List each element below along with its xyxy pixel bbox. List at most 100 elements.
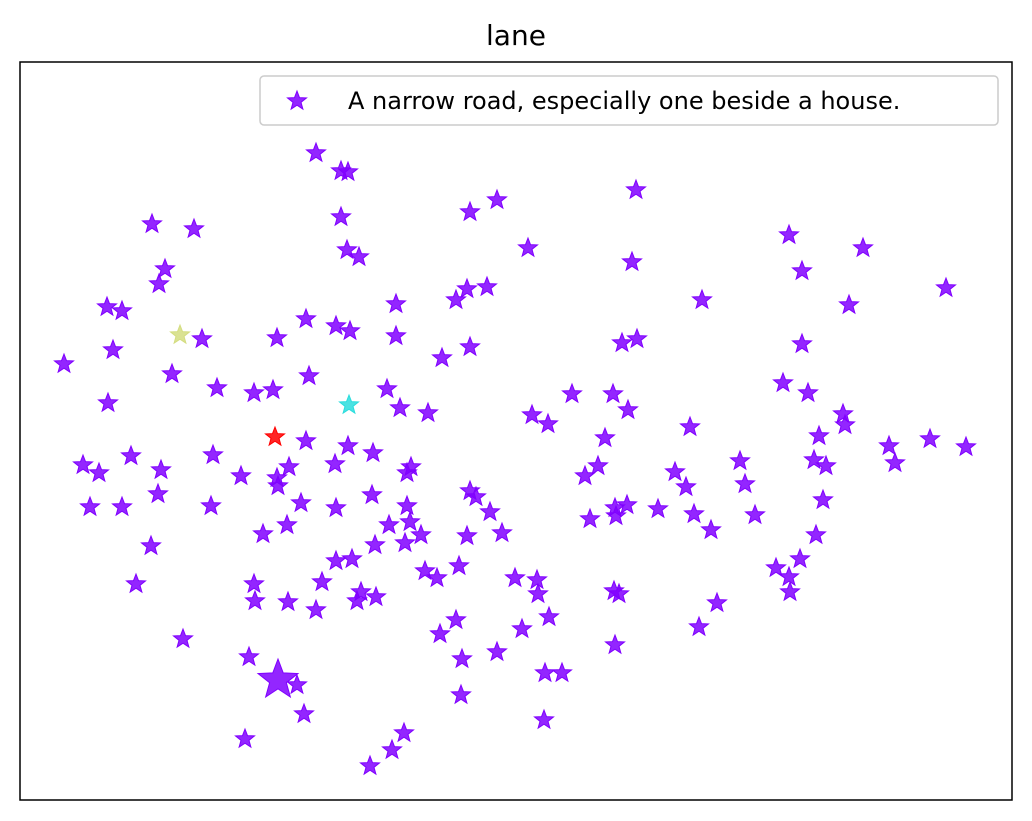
data-point	[53, 352, 75, 374]
highlight-point	[264, 425, 286, 447]
data-point	[517, 236, 539, 258]
data-point	[243, 572, 265, 594]
data-point	[346, 589, 368, 611]
data-point	[688, 615, 710, 637]
data-point	[295, 307, 317, 329]
data-point	[172, 627, 194, 649]
data-point	[538, 605, 560, 627]
data-point	[396, 494, 418, 516]
data-point	[414, 559, 436, 581]
data-point	[385, 324, 407, 346]
data-point	[561, 382, 583, 404]
data-point	[378, 513, 400, 535]
data-point	[426, 566, 448, 588]
data-point	[594, 426, 616, 448]
data-point	[465, 485, 487, 507]
data-point	[832, 402, 854, 424]
data-point	[791, 332, 813, 354]
data-point	[111, 495, 133, 517]
legend: A narrow road, especially one beside a h…	[259, 75, 999, 126]
data-point	[393, 721, 415, 743]
highlight-point	[338, 393, 360, 415]
data-point	[290, 491, 312, 513]
data-point	[625, 178, 647, 200]
data-point	[765, 556, 787, 578]
data-point	[147, 482, 169, 504]
data-point	[97, 391, 119, 413]
data-point	[533, 708, 555, 730]
data-point	[491, 521, 513, 543]
data-point	[361, 483, 383, 505]
data-point	[608, 582, 630, 604]
data-point	[456, 524, 478, 546]
data-point	[744, 503, 766, 525]
data-point	[778, 223, 800, 245]
data-point	[286, 673, 308, 695]
data-point	[664, 460, 686, 482]
data-point	[448, 554, 470, 576]
data-point	[486, 640, 508, 662]
data-point	[955, 435, 977, 457]
data-point	[878, 434, 900, 456]
data-point	[778, 565, 800, 587]
data-point	[348, 245, 370, 267]
data-point	[276, 513, 298, 535]
data-point	[325, 314, 347, 336]
data-point	[252, 522, 274, 544]
data-point	[834, 413, 856, 435]
legend-marker-slot	[286, 89, 308, 111]
data-point	[587, 454, 609, 476]
data-point	[154, 257, 176, 279]
data-point	[706, 591, 728, 613]
data-point	[476, 275, 498, 297]
points-layer	[53, 141, 977, 776]
data-point	[459, 335, 481, 357]
data-point	[295, 429, 317, 451]
data-point	[350, 580, 372, 602]
data-point	[125, 572, 147, 594]
data-point	[456, 277, 478, 299]
data-point	[700, 518, 722, 540]
data-point	[150, 458, 172, 480]
data-point	[341, 547, 363, 569]
data-point	[325, 496, 347, 518]
data-point	[339, 319, 361, 341]
data-point	[298, 364, 320, 386]
highlight-point	[256, 657, 300, 699]
data-point	[772, 371, 794, 393]
data-point	[527, 582, 549, 604]
data-point	[683, 502, 705, 524]
data-point	[621, 250, 643, 272]
data-point	[789, 547, 811, 569]
legend-label: A narrow road, especially one beside a h…	[348, 87, 900, 115]
data-point	[935, 276, 957, 298]
data-point	[376, 377, 398, 399]
data-point	[336, 238, 358, 260]
data-point	[450, 683, 472, 705]
plot-frame	[19, 61, 1013, 801]
data-point	[88, 461, 110, 483]
data-point	[838, 293, 860, 315]
data-point	[234, 727, 256, 749]
data-point	[305, 598, 327, 620]
data-point	[141, 212, 163, 234]
data-point	[410, 523, 432, 545]
data-point	[812, 488, 834, 510]
data-point	[451, 647, 473, 669]
data-point	[238, 645, 260, 667]
data-point	[399, 510, 421, 532]
data-point	[551, 661, 573, 683]
data-point	[385, 292, 407, 314]
data-point	[729, 449, 751, 471]
data-point	[417, 401, 439, 423]
data-point	[526, 568, 548, 590]
data-point	[675, 475, 697, 497]
data-point	[445, 608, 467, 630]
data-point	[389, 396, 411, 418]
data-point	[579, 507, 601, 529]
legend-box	[259, 75, 999, 126]
data-point	[262, 378, 284, 400]
data-point	[679, 415, 701, 437]
